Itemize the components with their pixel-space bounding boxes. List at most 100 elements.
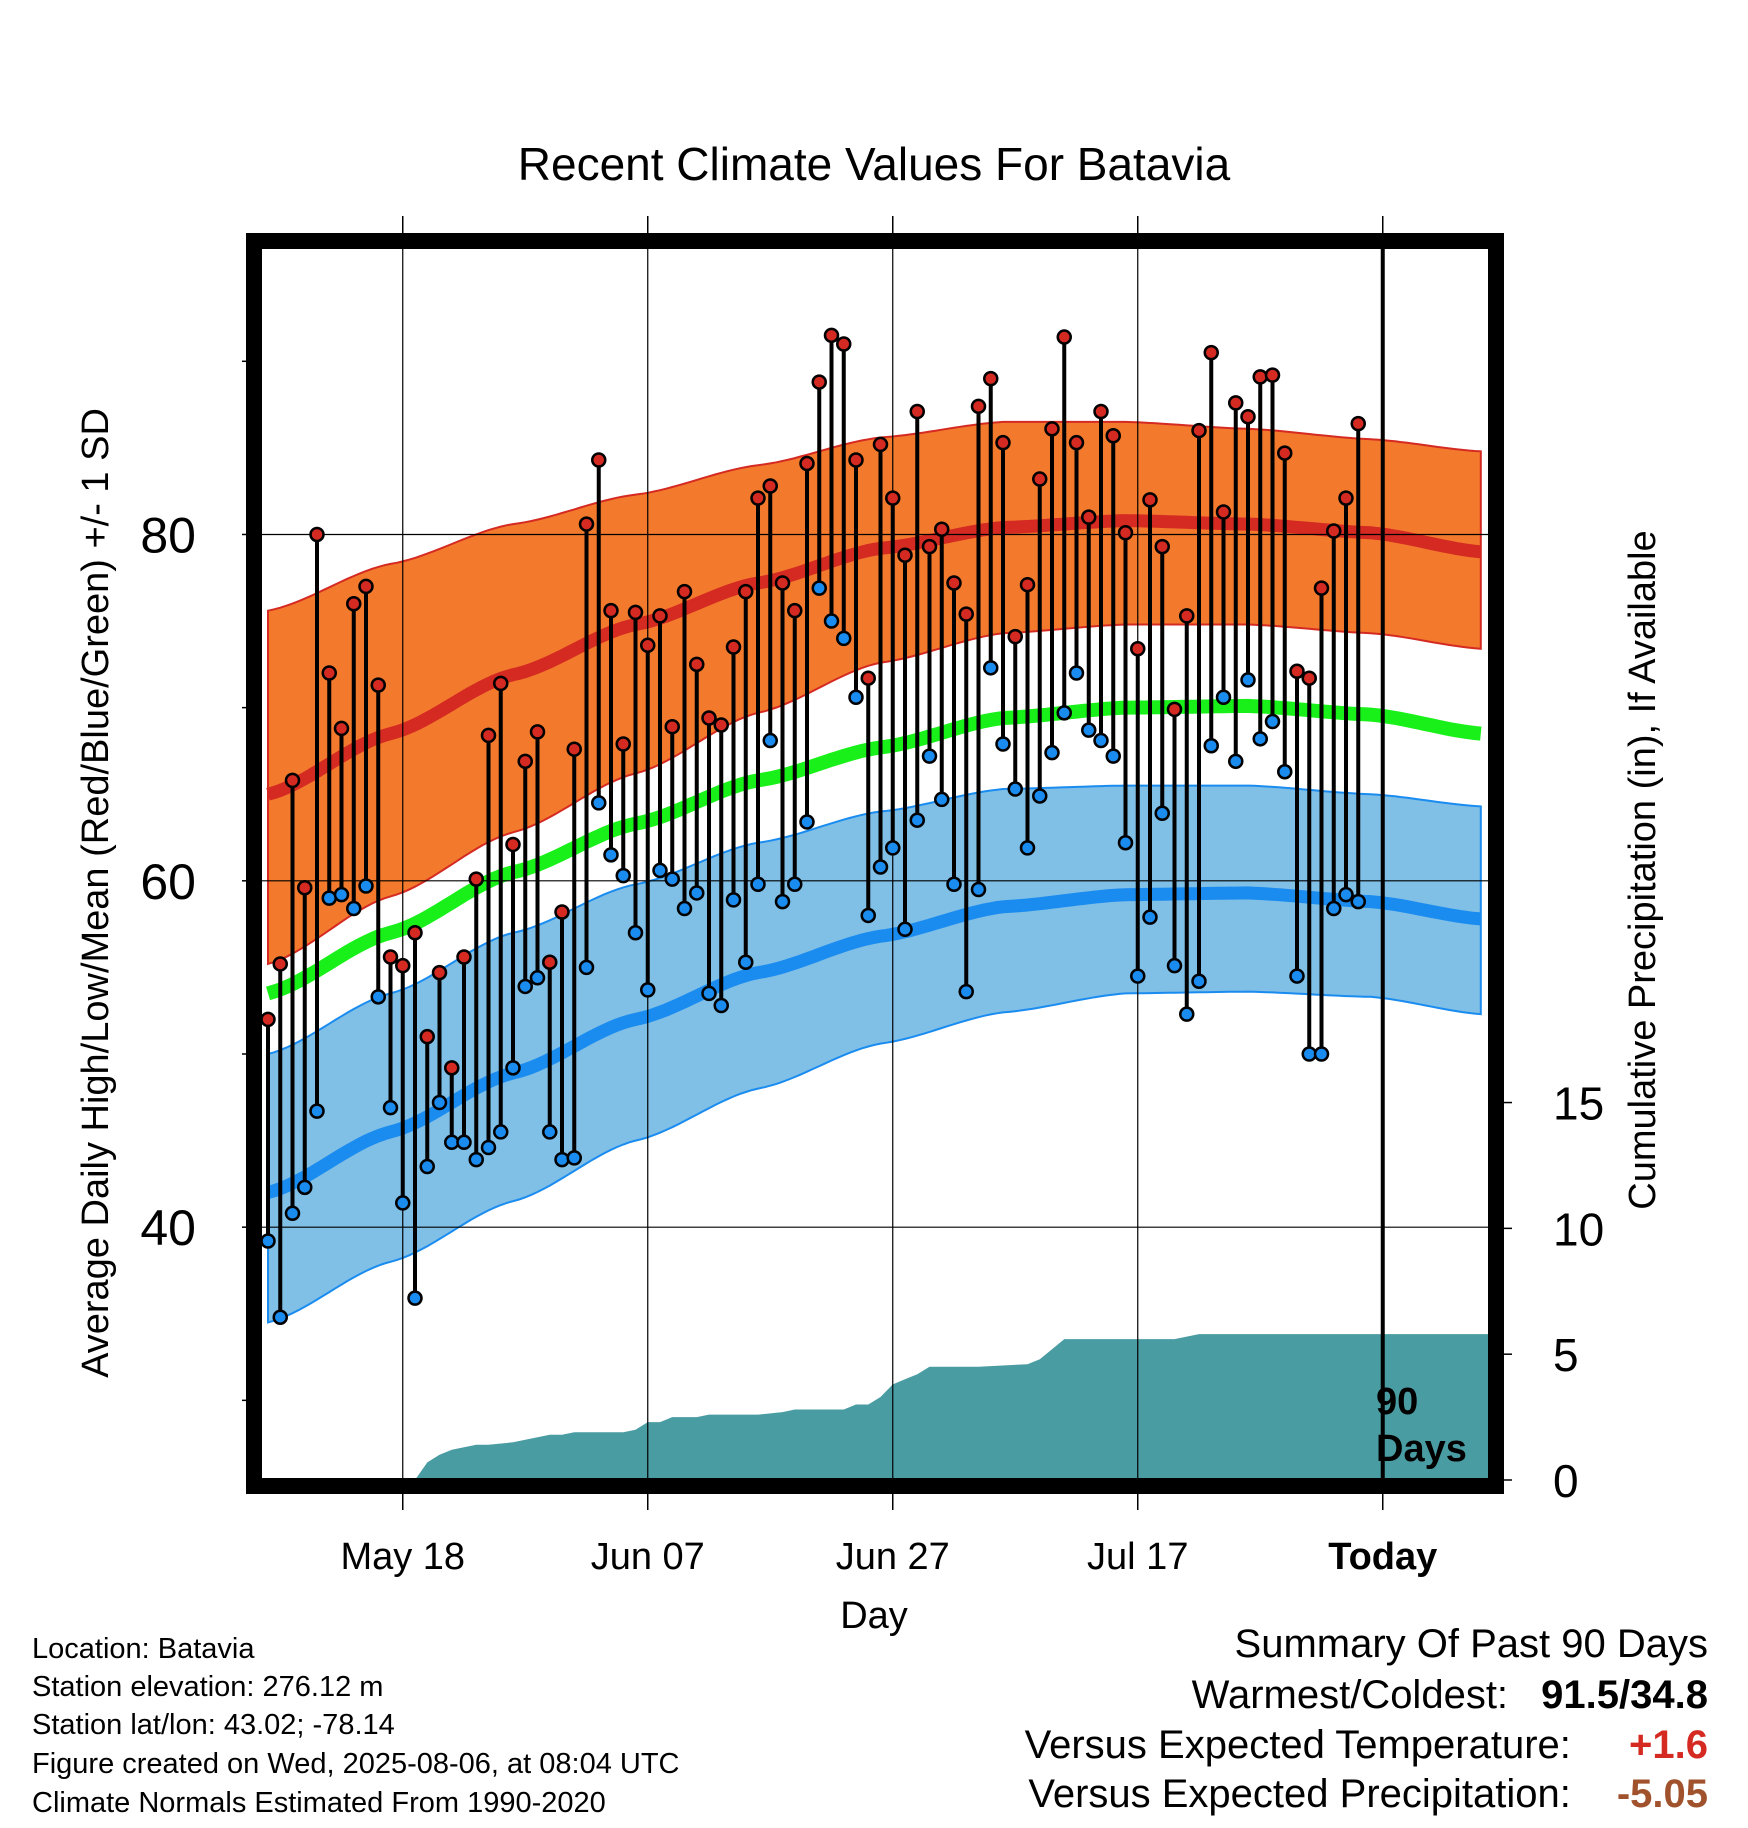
daily-high-point — [1289, 663, 1305, 680]
daily-high-point — [407, 925, 423, 941]
daily-low-point — [333, 886, 350, 903]
daily-low-point — [358, 878, 374, 894]
daily-low-point — [615, 867, 631, 884]
daily-low-point — [395, 1195, 411, 1211]
daily-high-point — [627, 604, 644, 621]
daily-low-point — [799, 814, 815, 830]
daily-low-point — [1117, 834, 1134, 851]
daily-high-point — [517, 753, 533, 770]
daily-high-point — [529, 724, 546, 740]
daily-high-point — [615, 736, 631, 752]
daily-high-point — [885, 490, 901, 506]
x-tick-label: Jul 17 — [1087, 1536, 1188, 1578]
daily-high-point — [983, 370, 999, 387]
daily-high-point — [1056, 329, 1072, 345]
y2-tick-label: 15 — [1553, 1078, 1604, 1130]
daily-low-point — [1093, 732, 1109, 749]
daily-low-point — [664, 871, 680, 887]
daily-low-point — [1130, 968, 1146, 984]
daily-high-point — [676, 583, 693, 600]
y-tick-label: 80 — [140, 507, 196, 563]
daily-high-point — [1228, 395, 1244, 411]
daily-low-point — [431, 1094, 448, 1111]
daily-low-point — [1019, 840, 1036, 856]
daily-low-point — [713, 997, 729, 1014]
daily-low-point — [260, 1233, 276, 1249]
daily-low-point — [1203, 737, 1219, 754]
summary-precip-value: -5.05 — [1616, 1772, 1708, 1816]
daily-low-point — [542, 1124, 558, 1140]
daily-low-point — [1154, 805, 1170, 822]
daily-high-point — [578, 516, 595, 532]
daily-low-point — [970, 881, 987, 898]
daily-low-point — [921, 748, 938, 764]
y2-tick-label: 5 — [1553, 1329, 1579, 1381]
daily-low-point — [566, 1150, 582, 1166]
daily-high-point — [1350, 415, 1366, 432]
daily-low-point — [1264, 713, 1281, 730]
daily-high-point — [272, 956, 288, 972]
y-axis-label: Average Daily High/Low/Mean (Red/Blue/Gr… — [75, 408, 117, 1378]
daily-low-point — [591, 795, 607, 811]
daily-low-point — [872, 859, 889, 875]
x-tick-label: Jun 27 — [836, 1536, 950, 1578]
y2-tick-label: 10 — [1553, 1203, 1604, 1255]
daily-high-point — [591, 452, 607, 468]
daily-high-point — [713, 717, 729, 733]
daily-low-point — [456, 1134, 472, 1151]
daily-high-point — [958, 606, 974, 622]
daily-high-point — [689, 656, 705, 673]
daily-high-point — [382, 949, 399, 965]
daily-high-point — [309, 526, 325, 543]
daily-low-point — [1313, 1046, 1330, 1062]
daily-high-point — [921, 538, 938, 555]
high-sd-band — [267, 420, 1482, 966]
daily-high-point — [1203, 344, 1219, 361]
chart-title: Recent Climate Values For Batavia — [518, 138, 1231, 190]
daily-low-point — [787, 876, 803, 893]
daily-low-point — [885, 840, 901, 856]
daily-high-point — [480, 727, 497, 744]
summary-temp-label: Versus Expected Temperature: — [1024, 1723, 1571, 1767]
daily-high-point — [946, 575, 962, 591]
daily-high-point — [872, 436, 889, 453]
daily-high-point — [1044, 421, 1060, 437]
daily-high-point — [566, 741, 582, 757]
summary-warmest-label: Warmest/Coldest: — [1191, 1673, 1509, 1717]
daily-low-point — [382, 1099, 399, 1116]
daily-low-point — [346, 900, 362, 917]
daily-low-point — [1289, 968, 1305, 984]
daily-low-point — [1191, 973, 1207, 990]
mean-normal-line — [266, 698, 1482, 1001]
high-normal-line — [266, 514, 1482, 801]
daily-high-point — [1179, 608, 1195, 624]
daily-low-point — [284, 1205, 301, 1222]
daily-low-point — [603, 847, 619, 863]
daily-low-point — [370, 989, 386, 1005]
daily-low-point — [297, 1179, 313, 1196]
daily-low-point — [1007, 781, 1023, 797]
daily-low-point — [529, 970, 546, 986]
daily-high-point — [1117, 524, 1134, 541]
plot-frame — [246, 233, 1504, 1494]
daily-high-point — [640, 637, 656, 654]
daily-high-point — [823, 327, 840, 344]
daily-high-point — [419, 1028, 435, 1045]
footer-normals: Climate Normals Estimated From 1990-2020 — [32, 1787, 606, 1819]
low-normal-line — [266, 886, 1482, 1199]
daily-low-point — [272, 1309, 288, 1325]
daily-low-point — [1068, 665, 1085, 681]
daily-low-point — [946, 876, 962, 893]
footer-latlon: Station lat/lon: 43.02; -78.14 — [32, 1709, 395, 1741]
y-tick-label: 60 — [140, 854, 196, 910]
daily-high-point — [738, 583, 754, 600]
days-marker-label-line2: Days — [1376, 1428, 1467, 1470]
daily-high-point — [1068, 434, 1085, 451]
daily-high-point — [1338, 490, 1354, 506]
daily-high-point — [1019, 576, 1036, 593]
daily-high-point — [1032, 471, 1048, 487]
daily-low-point — [762, 732, 778, 749]
daily-high-point — [1313, 580, 1330, 596]
daily-high-point — [1191, 422, 1207, 439]
daily-high-point — [995, 434, 1011, 451]
